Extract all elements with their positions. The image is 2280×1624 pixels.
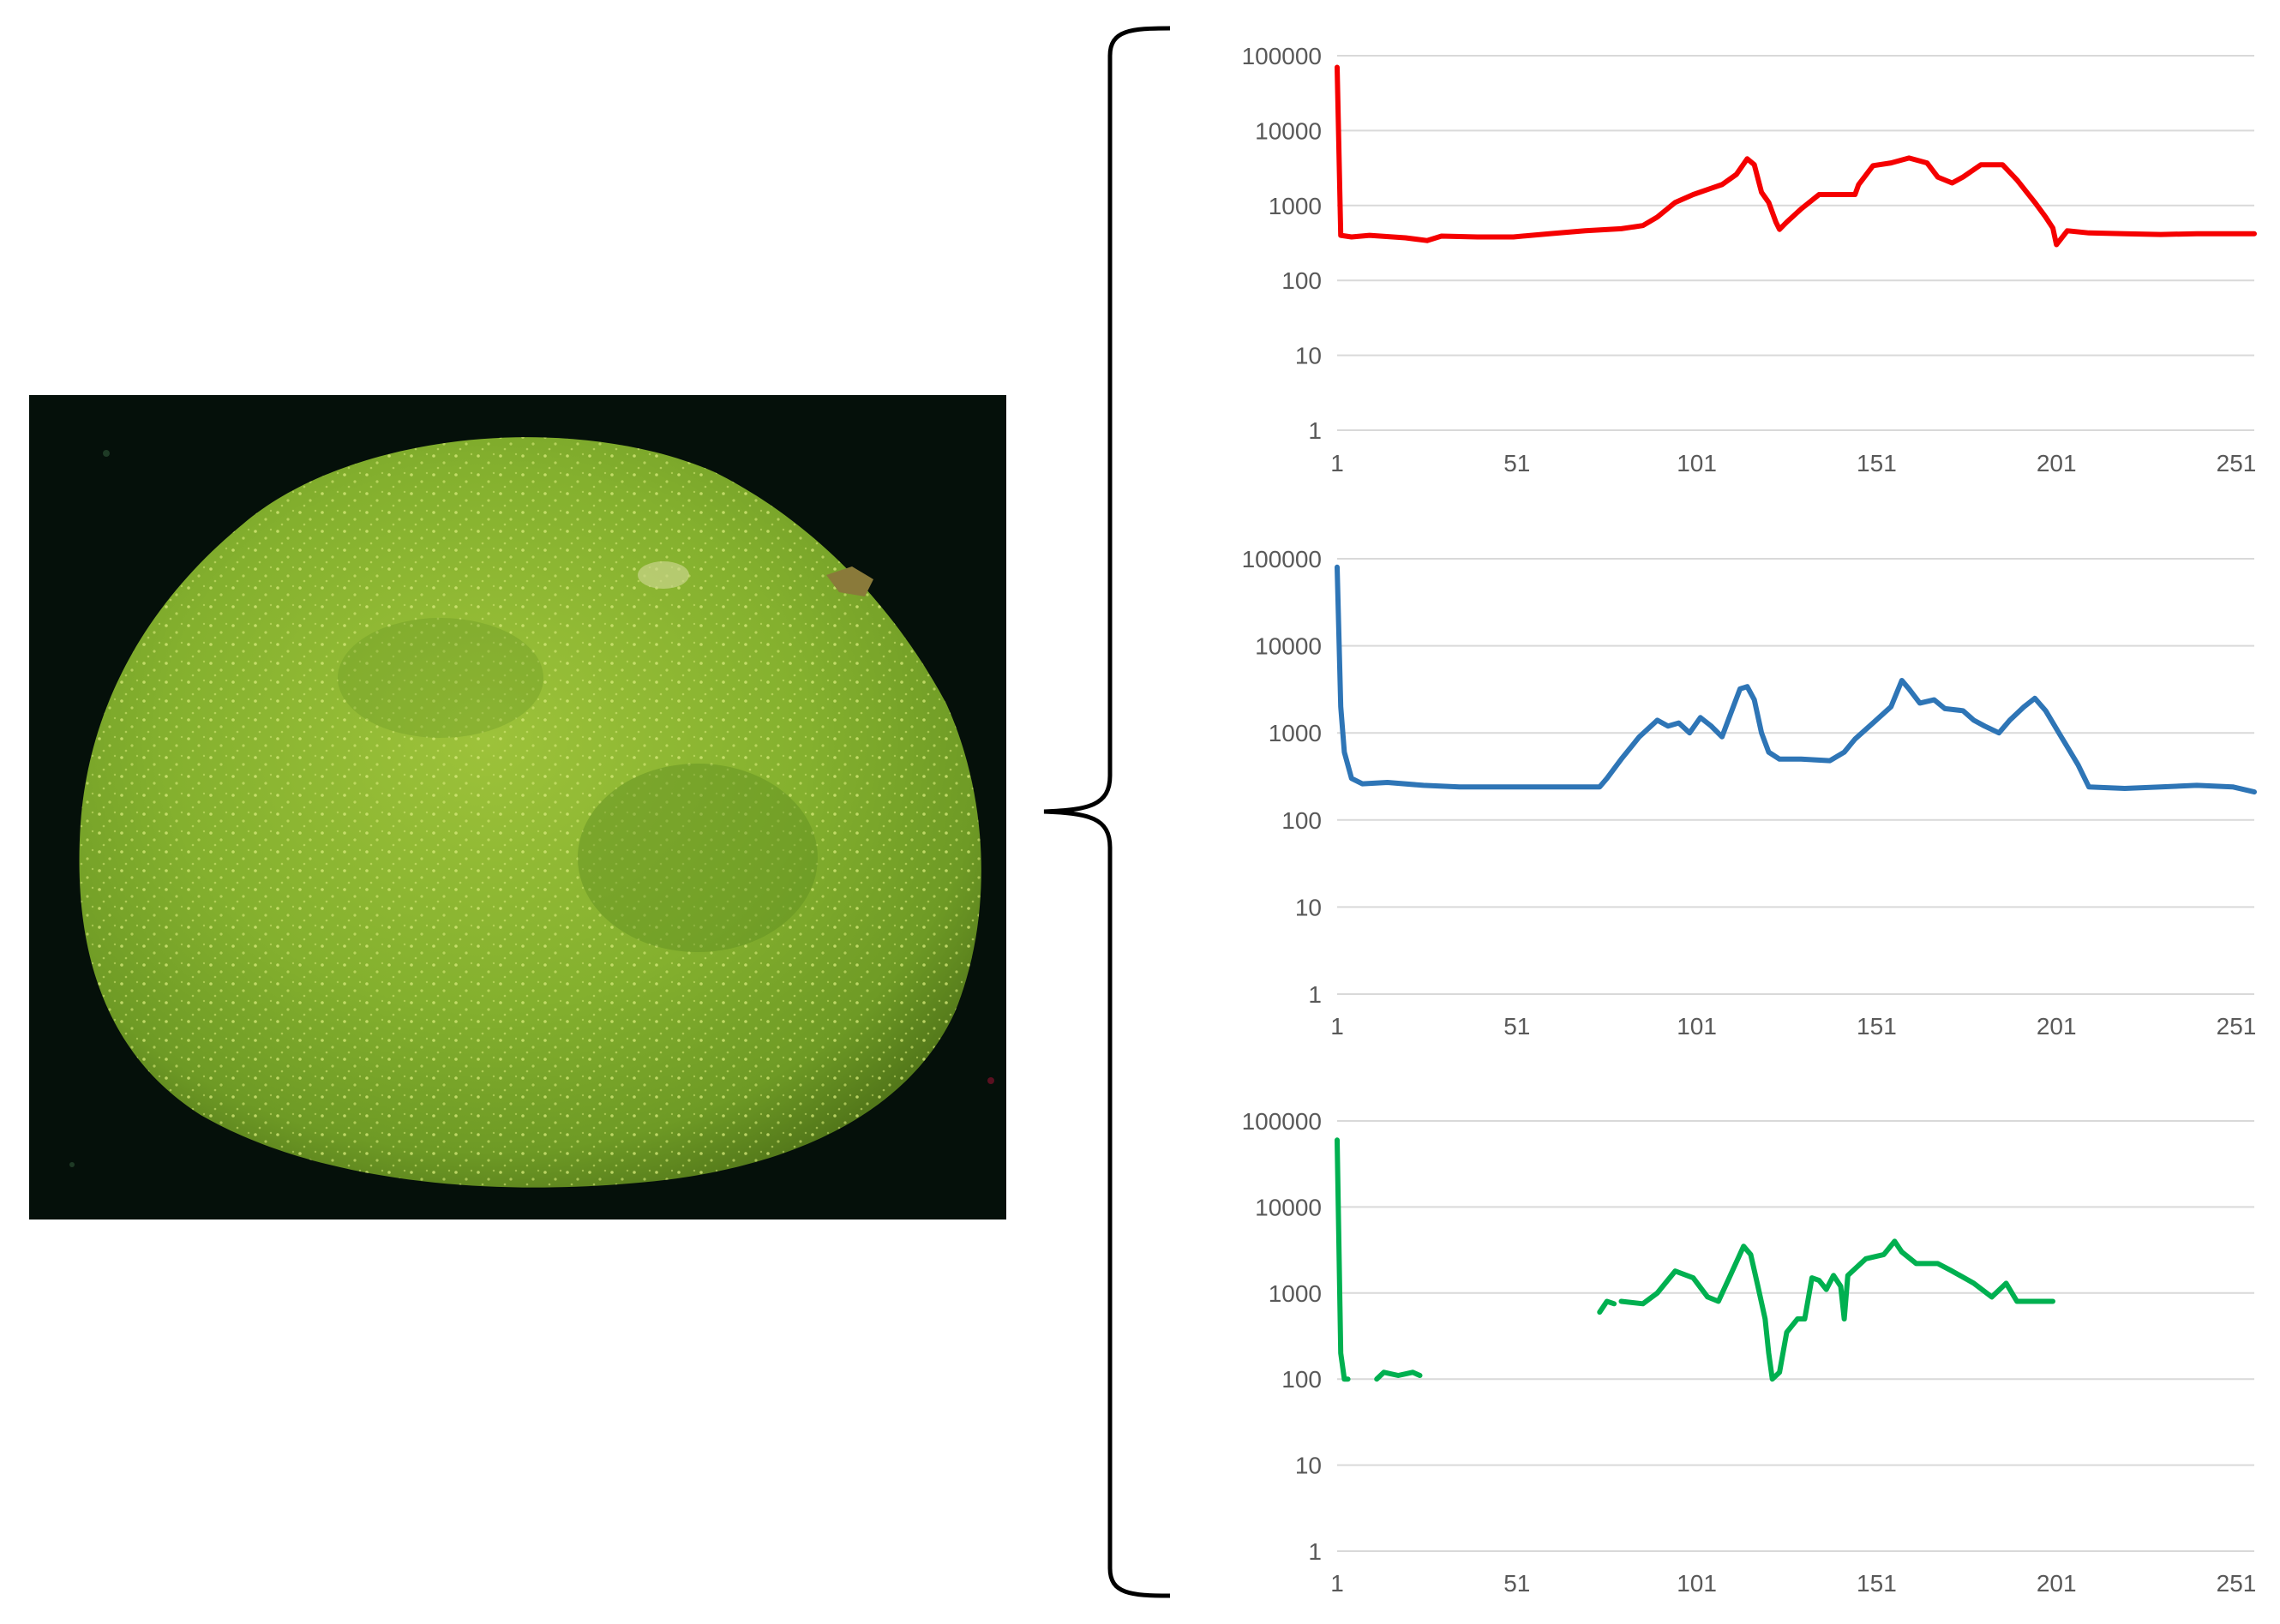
x-tick-label: 101 — [1677, 1570, 1717, 1597]
y-tick-label: 10 — [1295, 343, 1322, 369]
y-tick-label: 10 — [1295, 1453, 1322, 1479]
y-tick-label: 100 — [1281, 807, 1322, 834]
x-tick-label: 1 — [1330, 1013, 1344, 1040]
x-tick-label: 251 — [2217, 450, 2257, 476]
series-line — [1335, 64, 2257, 248]
speck — [987, 1077, 994, 1084]
y-tick-label: 10000 — [1255, 117, 1322, 144]
speck — [103, 450, 110, 457]
x-tick-label: 151 — [1857, 1013, 1897, 1040]
y-tick-label: 10000 — [1255, 1194, 1322, 1220]
x-tick-label: 251 — [2217, 1013, 2257, 1040]
y-tick-label: 1000 — [1269, 193, 1322, 219]
x-tick-label: 151 — [1857, 1570, 1897, 1597]
x-tick-label: 51 — [1503, 1013, 1530, 1040]
mango-shade — [578, 764, 818, 952]
y-tick-label: 1 — [1308, 417, 1322, 444]
y-tick-label: 10 — [1295, 894, 1322, 920]
x-tick-label: 1 — [1330, 450, 1344, 476]
mango-texture — [79, 437, 981, 1188]
y-tick-label: 1 — [1308, 1538, 1322, 1565]
series-line — [1335, 1137, 1351, 1382]
x-tick-label: 101 — [1677, 450, 1717, 476]
curly-brace — [1043, 26, 1171, 1598]
x-tick-label: 51 — [1503, 1570, 1530, 1597]
y-tick-label: 10000 — [1255, 633, 1322, 660]
x-tick-label: 201 — [2037, 1570, 2077, 1597]
x-tick-label: 201 — [2037, 1013, 2077, 1040]
mango-photo — [29, 395, 1006, 1219]
x-tick-label: 101 — [1677, 1013, 1717, 1040]
x-tick-label: 1 — [1330, 1570, 1344, 1597]
y-tick-label: 100000 — [1242, 1108, 1322, 1135]
mango-shade — [338, 618, 543, 738]
x-tick-label: 51 — [1503, 450, 1530, 476]
y-tick-label: 100 — [1281, 267, 1322, 294]
y-tick-label: 1000 — [1269, 720, 1322, 746]
speck — [69, 1162, 75, 1167]
y-tick-label: 100 — [1281, 1366, 1322, 1393]
y-tick-label: 1 — [1308, 981, 1322, 1008]
y-tick-label: 100000 — [1242, 546, 1322, 572]
y-tick-label: 1000 — [1269, 1280, 1322, 1307]
mango-stem-scar — [826, 566, 873, 596]
x-tick-label: 201 — [2037, 450, 2077, 476]
series-line — [1618, 1238, 2055, 1382]
x-tick-label: 151 — [1857, 450, 1897, 476]
series-line — [1597, 1298, 1617, 1315]
series-line — [1374, 1369, 1423, 1382]
y-tick-label: 100000 — [1242, 43, 1322, 69]
series-line — [1335, 564, 2257, 795]
x-tick-label: 251 — [2217, 1570, 2257, 1597]
mango-highlight — [638, 561, 689, 589]
